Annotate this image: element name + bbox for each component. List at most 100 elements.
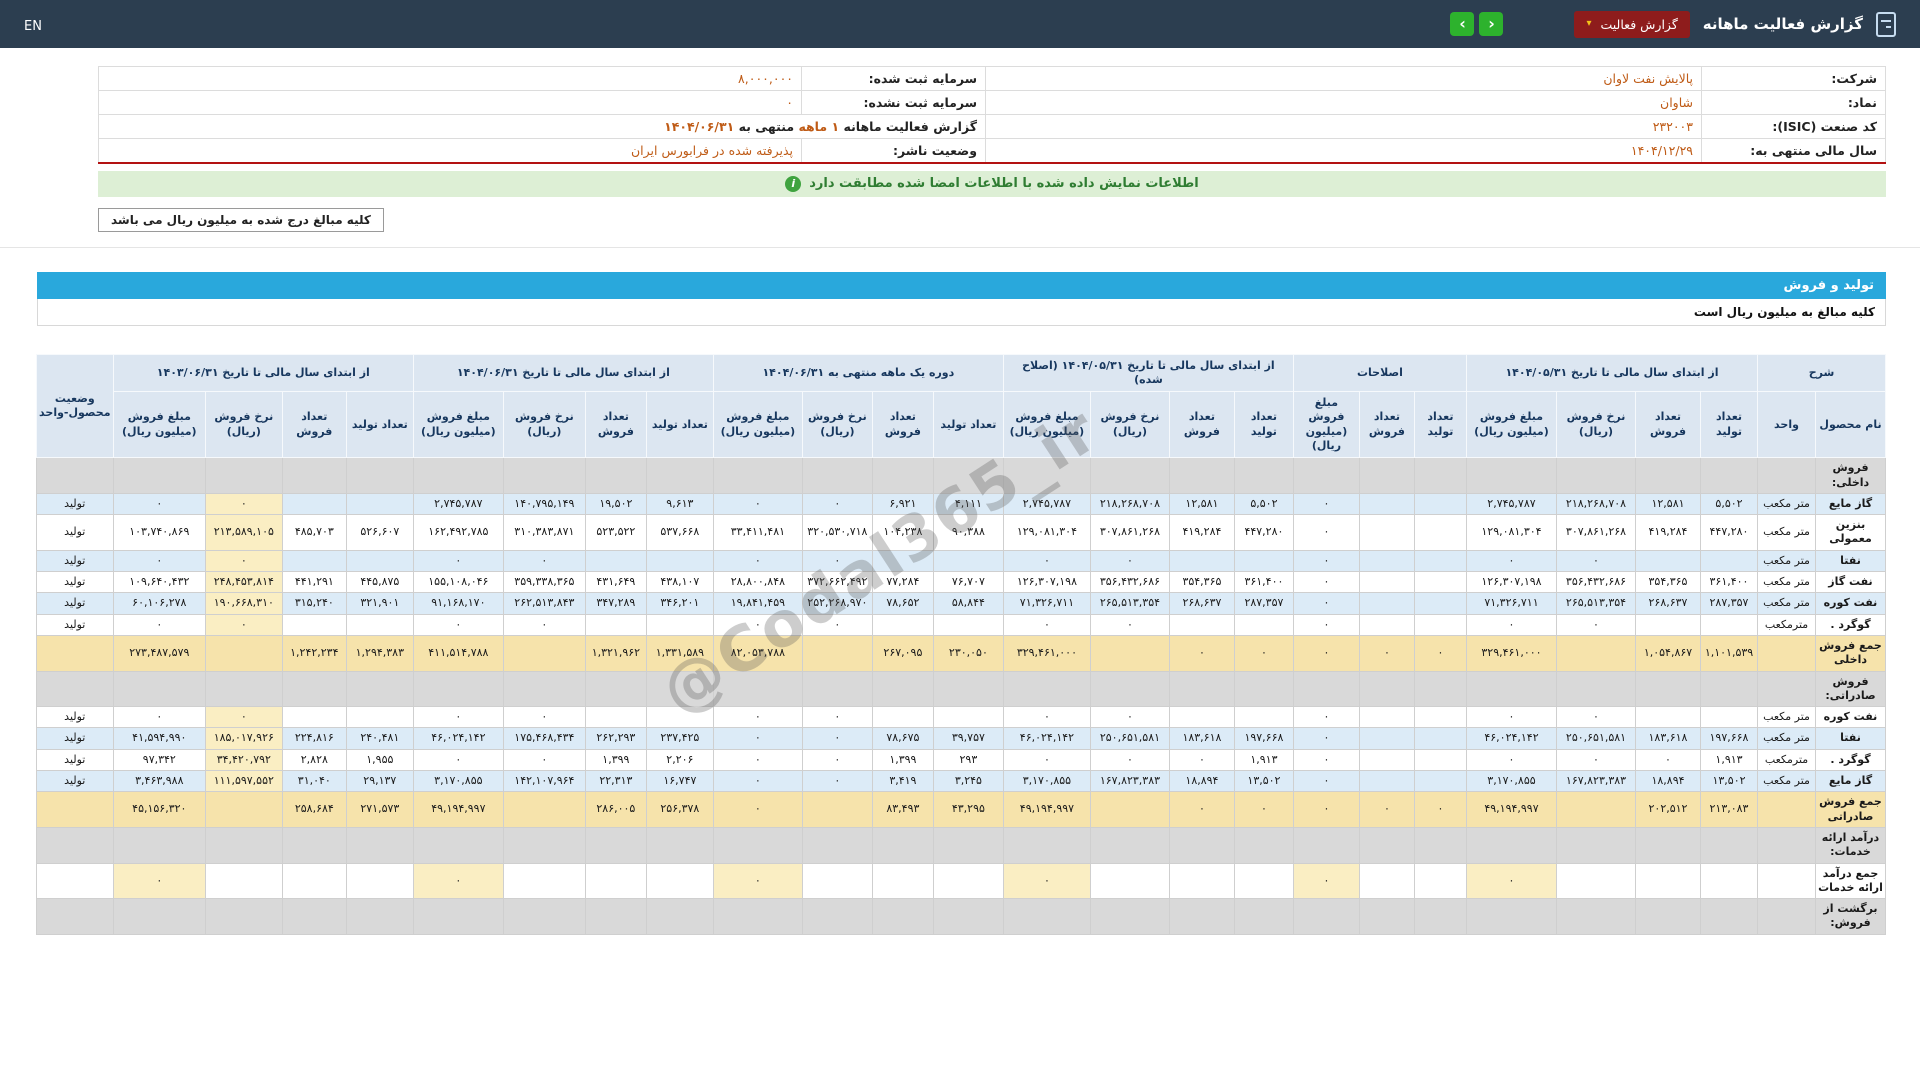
- unit-cell: [1757, 826, 1816, 864]
- month-produced: [932, 549, 1004, 573]
- g05-amount: [1465, 457, 1558, 494]
- g06-amount: ۱۵۵,۱۰۸,۰۴۶: [412, 571, 504, 594]
- month-rate: ۰: [801, 748, 873, 772]
- corr-amount: [1292, 670, 1360, 708]
- isic-label: کد صنعت (ISIC):: [1701, 114, 1886, 139]
- g05-rate: [1556, 670, 1636, 708]
- g06-amount: ۹۱,۱۶۸,۱۷۰: [412, 592, 504, 615]
- py-amount: [112, 457, 206, 494]
- g05-sold: [1635, 549, 1701, 573]
- month-amount: ۰: [712, 613, 803, 636]
- g05-rate: ۳۵۶,۴۳۲,۶۸۶: [1556, 571, 1636, 594]
- g06-rate: [502, 826, 586, 864]
- adj-produced: ۲۸۷,۳۵۷: [1233, 592, 1294, 615]
- divider: [0, 246, 1920, 248]
- section-label: درآمد ارائه خدمات:: [1815, 826, 1886, 864]
- status-cell: [35, 898, 114, 935]
- corr-amount: ۰: [1292, 748, 1360, 772]
- status-cell: [35, 670, 114, 708]
- month-amount: [712, 826, 803, 864]
- adj-rate: [1089, 862, 1170, 900]
- unit-cell: متر مکعب: [1757, 571, 1816, 594]
- py-produced: [345, 670, 414, 708]
- corr-amount: [1292, 826, 1360, 864]
- adj-produced: ۱,۹۱۳: [1233, 748, 1294, 772]
- table-row: گوگرد . مترمکعب ۰ ۰ ۰ ۰ ۰ ۰ ۰ ۰ ۰ ۰ ۰ تولید: [35, 613, 1886, 636]
- g05-produced: [1700, 549, 1758, 573]
- py-sold: [281, 670, 347, 708]
- g05-produced: ۲۱۳,۰۸۳: [1700, 791, 1758, 828]
- g05-amount: ۴۶,۰۲۴,۱۴۲: [1465, 727, 1558, 750]
- month-amount: [712, 670, 803, 708]
- g05-amount: ۷۱,۳۲۶,۷۱۱: [1465, 592, 1558, 615]
- corr-produced: [1413, 514, 1467, 551]
- py-sold: ۲,۸۲۸: [281, 748, 347, 772]
- month-rate: ۰: [801, 706, 873, 729]
- table-row: نفت کوره متر مکعب ۲۸۷,۳۵۷ ۲۶۸,۶۳۷ ۲۶۵,۵۱۳,۳۵…: [35, 592, 1886, 615]
- next-report-button[interactable]: ›: [1479, 12, 1504, 36]
- table-row: فروش صادراتی:: [35, 670, 1886, 708]
- py-produced: ۱,۹۵۵: [345, 748, 414, 772]
- month-sold: ۷۸,۶۵۲: [871, 592, 934, 615]
- status-cell: [35, 826, 114, 864]
- py-produced: [345, 706, 414, 729]
- prev-report-button[interactable]: ‹: [1450, 12, 1475, 36]
- symbol-link[interactable]: شاوان: [985, 90, 1702, 115]
- product-name: نفتا: [1815, 727, 1886, 750]
- month-produced: [932, 457, 1004, 494]
- monthly-report-icon: [1876, 11, 1896, 37]
- adj-rate: ۲۵۰,۶۵۱,۵۸۱: [1089, 727, 1170, 750]
- py-sold: [281, 549, 347, 573]
- section-label: فروش صادراتی:: [1815, 670, 1886, 708]
- info-row: کد صنعت (ISIC): ۲۳۲۰۰۳ گزارش فعالیت ماها…: [98, 114, 1886, 139]
- adj-produced: ۳۶۱,۴۰۰: [1233, 571, 1294, 594]
- status-cell: تولید: [35, 492, 114, 516]
- g06-produced: [645, 862, 714, 900]
- header-group-2: از ابتدای سال مالی تا تاریخ ۱۴۰۴/۰۵/۳۱ (…: [1002, 353, 1294, 393]
- month-amount: [712, 457, 803, 494]
- adj-sold: [1168, 670, 1235, 708]
- product-name: گوگرد .: [1815, 613, 1886, 636]
- py-rate: ۱۹۰,۶۶۸,۳۱۰: [204, 592, 283, 615]
- py-produced: [345, 549, 414, 573]
- unit-cell: [1757, 670, 1816, 708]
- header-col-0-3: مبلغ فروش (میلیون ریال): [1465, 391, 1558, 459]
- section-subtitle: کلیه مبالغ به میلیون ریال است: [37, 298, 1886, 326]
- adj-sold: ۱۸,۸۹۴: [1168, 770, 1235, 793]
- table-row: نفت گاز متر مکعب ۳۶۱,۴۰۰ ۳۵۴,۳۶۵ ۳۵۶,۴۳۲,۶۸۶…: [35, 571, 1886, 594]
- g05-sold: ۱۲,۵۸۱: [1635, 492, 1701, 516]
- py-rate: ۱۱۱,۵۹۷,۵۵۲: [204, 770, 283, 793]
- corr-sold: [1358, 492, 1415, 516]
- g06-amount: ۴۱۱,۵۱۴,۷۸۸: [412, 634, 504, 672]
- py-produced: [345, 898, 414, 935]
- g06-produced: ۲۵۶,۳۷۸: [645, 791, 714, 828]
- corr-sold: [1358, 670, 1415, 708]
- adj-produced: [1233, 826, 1294, 864]
- g06-produced: ۹,۶۱۳: [645, 492, 714, 516]
- corr-sold: [1358, 549, 1415, 573]
- production-sales-table: شرح از ابتدای سال مالی تا تاریخ ۱۴۰۴/۰۵/۳…: [35, 353, 1886, 935]
- product-name: بنزین معمولی: [1815, 514, 1886, 551]
- header-col-4-3: مبلغ فروش (میلیون ریال): [412, 391, 504, 459]
- adj-produced: [1233, 898, 1294, 935]
- g06-produced: ۵۳۷,۶۶۸: [645, 514, 714, 551]
- month-sold: ۶,۹۲۱: [871, 492, 934, 516]
- company-name-link[interactable]: پالایش نفت لاوان: [985, 66, 1702, 91]
- corr-sold: [1358, 727, 1415, 750]
- top-navigation-bar: گزارش فعالیت ماهانه گزارش فعالیت ▾ ‹ › E…: [0, 0, 1920, 48]
- g06-sold: [584, 706, 647, 729]
- py-produced: ۲۷۱,۵۷۳: [345, 791, 414, 828]
- header-col-4-2: نرخ فروش (ریال): [502, 391, 586, 459]
- g06-produced: ۴۳۸,۱۰۷: [645, 571, 714, 594]
- language-switch-en[interactable]: EN: [24, 18, 42, 34]
- g05-rate: ۰: [1556, 706, 1636, 729]
- report-type-dropdown[interactable]: گزارش فعالیت ▾: [1574, 10, 1690, 38]
- month-produced: ۴۳,۲۹۵: [932, 791, 1004, 828]
- adj-rate: ۰: [1089, 706, 1170, 729]
- g06-amount: [412, 898, 504, 935]
- g06-sold: ۴۳۱,۶۴۹: [584, 571, 647, 594]
- month-rate: [801, 862, 873, 900]
- month-rate: ۳۲۰,۵۳۰,۷۱۸: [801, 514, 873, 551]
- g05-sold: ۰: [1635, 748, 1701, 772]
- g05-sold: [1635, 862, 1701, 900]
